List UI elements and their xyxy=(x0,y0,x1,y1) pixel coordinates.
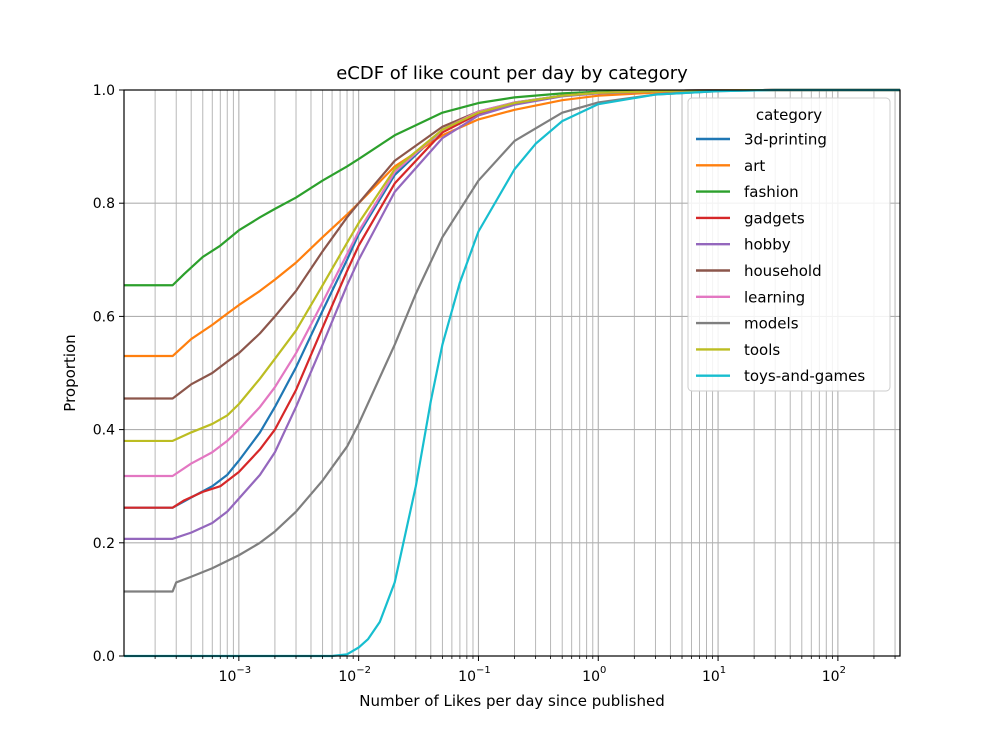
legend-label-fashion: fashion xyxy=(744,183,799,201)
y-tick-label: 0.4 xyxy=(93,423,115,439)
legend-label-gadgets: gadgets xyxy=(744,209,805,227)
legend-box xyxy=(687,97,891,392)
series-line-tools xyxy=(124,88,900,443)
series-line-fashion xyxy=(124,88,900,287)
x-tick-label: 101 xyxy=(702,665,726,685)
series-line-models xyxy=(124,88,900,593)
x-tick-label: 100 xyxy=(582,665,606,685)
grid xyxy=(124,89,900,657)
x-tick-label: 102 xyxy=(822,665,846,685)
legend: category 3d-printing art fashion gadgets hob… xyxy=(687,97,891,392)
plot-area-frame xyxy=(123,89,901,657)
legend-title: category xyxy=(756,106,822,124)
legend-label-learning: learning xyxy=(744,288,805,306)
legend-label-hobby: hobby xyxy=(744,236,791,254)
legend-label-3d-printing: 3d-printing xyxy=(744,131,827,149)
x-axis-label: Number of Likes per day since published xyxy=(359,692,664,710)
y-tick-label: 0.6 xyxy=(93,309,115,325)
legend-label-art: art xyxy=(744,157,765,175)
legend-label-household: household xyxy=(744,262,822,280)
y-tick-label: 1.0 xyxy=(93,83,115,99)
x-tick-label: 10−2 xyxy=(338,665,371,685)
series-line-art xyxy=(124,88,900,358)
x-tick-label: 10−1 xyxy=(458,665,491,685)
chart-title: eCDF of like count per day by category xyxy=(336,63,688,84)
legend-label-tools: tools xyxy=(744,341,780,359)
series-lines xyxy=(124,88,900,658)
y-tick-label: 0.8 xyxy=(93,196,115,212)
y-tick-label: 0.0 xyxy=(93,649,115,665)
y-tick-label: 0.2 xyxy=(93,536,115,552)
y-axis-label: Proportion xyxy=(61,334,79,411)
axis-ticks: 0.0 0.2 0.4 0.6 0.8 1.0 10−3 10−2 10−1 100 101 102 xyxy=(93,83,896,685)
series-line-toys-and-games xyxy=(124,88,900,658)
legend-label-toys-and-games: toys-and-games xyxy=(744,367,865,385)
x-tick-label: 10−3 xyxy=(219,665,252,685)
legend-label-models: models xyxy=(744,315,799,333)
legend-items: 3d-printing art fashion gadgets hobby househo… xyxy=(696,131,865,385)
